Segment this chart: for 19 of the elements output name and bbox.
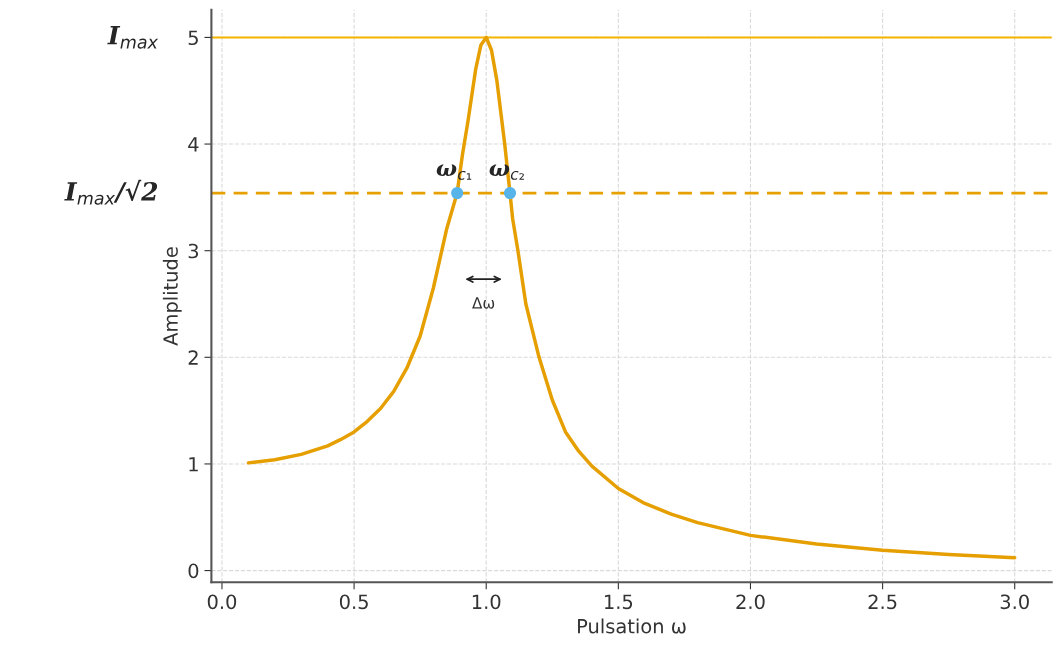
y-axis-title: Amplitude <box>162 247 182 346</box>
x-tick-label: 1.5 <box>605 594 633 610</box>
x-axis-title: Pulsation ω <box>578 618 686 634</box>
y-tick-label: 5 <box>188 30 198 46</box>
x-tick-label: 2.0 <box>736 594 765 610</box>
x-tick-label: 0.0 <box>207 594 237 610</box>
x-tick-label: 0.5 <box>339 594 368 610</box>
ref-line-label: I$_{max}$ <box>107 26 159 49</box>
y-tick-label: 3 <box>188 243 199 259</box>
x-tick-label: 1.0 <box>472 594 501 610</box>
y-tick-label: 2 <box>188 350 198 365</box>
annotation: Δω <box>472 297 495 309</box>
y-tick-label: 1 <box>189 457 198 472</box>
line-series <box>246 35 1017 560</box>
x-tick-label: 3.0 <box>1000 594 1029 610</box>
x-tick-label: 2.5 <box>868 594 897 610</box>
y-tick-label: 4 <box>188 137 199 152</box>
ref-line-label: I$_{max}$/√2 <box>64 179 158 205</box>
y-tick-label: 0 <box>188 563 199 579</box>
